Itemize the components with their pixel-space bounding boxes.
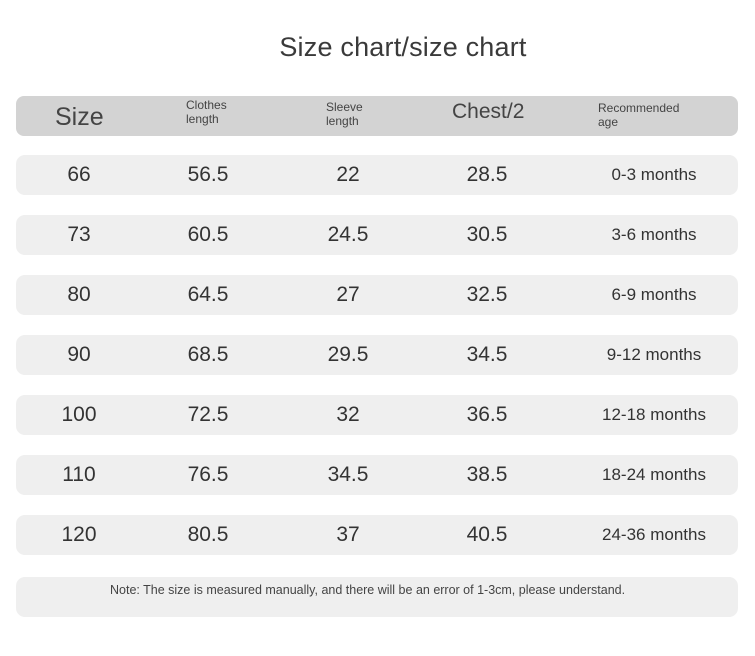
cell-chest: 34.5 (466, 343, 508, 366)
cell-age: 12-18 months (602, 405, 706, 424)
cell-chest: 36.5 (466, 403, 508, 426)
header-sleeve-line1: Sleeve (326, 100, 363, 114)
header-sleeve-line2: length (326, 114, 359, 128)
cell-size: 73 (67, 223, 91, 246)
cell-age: 18-24 months (602, 465, 706, 484)
table-row (16, 395, 738, 435)
header-size: Size (55, 103, 104, 131)
cell-chest: 30.5 (466, 223, 508, 246)
header-age-line2: age (598, 115, 619, 129)
cell-chest: 28.5 (466, 163, 508, 186)
cell-sleeve: 29.5 (327, 343, 369, 366)
cell-sleeve: 32 (336, 403, 360, 426)
cell-size: 110 (62, 463, 96, 486)
table-row (16, 335, 738, 375)
cell-clothes: 80.5 (187, 523, 229, 546)
table-row (16, 515, 738, 555)
cell-clothes: 64.5 (187, 283, 229, 306)
cell-chest: 32.5 (466, 283, 508, 306)
cell-size: 100 (61, 403, 97, 426)
note-text: Note: The size is measured manually, and… (110, 583, 626, 597)
header-age-line1: Recommended (598, 101, 680, 115)
table-row (16, 215, 738, 255)
table-row (16, 455, 738, 495)
page-title: Size chart/size chart (279, 32, 527, 62)
cell-sleeve: 22 (336, 163, 360, 186)
cell-chest: 40.5 (466, 523, 508, 546)
cell-clothes: 76.5 (187, 463, 229, 486)
cell-size: 80 (67, 283, 91, 306)
cell-clothes: 60.5 (187, 223, 229, 246)
header-band (16, 96, 738, 136)
cell-age: 9-12 months (606, 345, 702, 364)
note-band (16, 577, 738, 617)
header-chest: Chest/2 (452, 100, 525, 123)
header-recommended-age: Recommended age (598, 101, 679, 129)
header-sleeve-length: Sleeve length (326, 100, 363, 128)
cell-age: 6-9 months (611, 285, 697, 304)
header-clothes-length: Clothes length (186, 98, 227, 126)
cell-age: 3-6 months (611, 225, 697, 244)
cell-clothes: 56.5 (187, 163, 229, 186)
cell-clothes: 72.5 (187, 403, 229, 426)
cell-age: 24-36 months (602, 525, 706, 544)
cell-size: 66 (67, 163, 91, 186)
cell-chest: 38.5 (466, 463, 508, 486)
cell-size: 90 (67, 343, 91, 366)
cell-sleeve: 24.5 (327, 223, 369, 246)
cell-sleeve: 27 (336, 283, 360, 306)
cell-age: 0-3 months (611, 165, 697, 184)
cell-sleeve: 37 (336, 523, 360, 546)
table-row (16, 155, 738, 195)
cell-sleeve: 34.5 (327, 463, 369, 486)
header-clothes-line1: Clothes (186, 98, 227, 112)
cell-size: 120 (61, 523, 97, 546)
cell-clothes: 68.5 (187, 343, 229, 366)
table-row (16, 275, 738, 315)
header-clothes-line2: length (186, 112, 219, 126)
